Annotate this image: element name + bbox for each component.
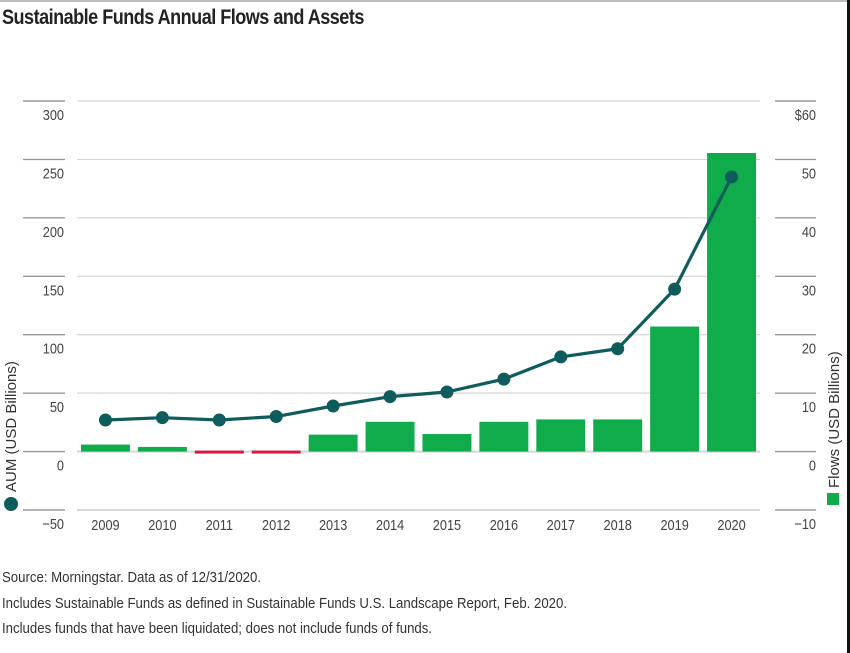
flow-bar-2017: [536, 419, 586, 452]
x-tick-label: 2010: [148, 516, 177, 533]
flows-legend-marker-icon: [827, 493, 839, 505]
flow-bar-2018: [593, 419, 643, 452]
aum-point-2018: [611, 342, 625, 356]
gridlines: [77, 100, 760, 511]
x-tick-label: 2018: [604, 516, 633, 533]
aum-point-2020: [725, 170, 739, 184]
flow-bar-2014: [365, 421, 415, 452]
flow-bar-2010: [137, 446, 187, 452]
x-tick-label: 2014: [376, 516, 405, 533]
right-tick-label: 40: [802, 223, 816, 240]
aum-point-2015: [440, 385, 454, 399]
right-axis-title: Flows (USD Billions): [826, 351, 843, 488]
aum-point-2009: [98, 413, 112, 427]
right-border: [847, 0, 850, 653]
aum-point-2010: [155, 411, 169, 425]
aum-line-series: [98, 170, 739, 427]
left-tick-label: 100: [43, 340, 64, 357]
x-tick-label: 2013: [319, 516, 348, 533]
flow-bar-2020: [707, 153, 757, 452]
x-tick-label: 2020: [717, 516, 746, 533]
left-axis-title: AUM (USD Billions): [3, 361, 20, 492]
aum-line: [105, 176, 733, 422]
left-tick-label: 50: [50, 398, 64, 415]
right-tick-label: −10: [794, 515, 816, 532]
right-tick-label: 30: [802, 281, 816, 298]
footer-source: Source: Morningstar. Data as of 12/31/20…: [2, 569, 262, 586]
aum-point-2017: [554, 350, 568, 364]
left-tick-label: 200: [43, 223, 64, 240]
x-tick-label: 2011: [206, 516, 234, 533]
aum-point-2013: [326, 399, 340, 413]
right-tick-label: 20: [802, 340, 816, 357]
aum-point-2019: [668, 282, 682, 296]
aum-point-2016: [497, 372, 511, 386]
left-tick-label: −50: [42, 515, 64, 532]
flow-bar-2012: [251, 450, 301, 454]
left-tick-label: 150: [43, 281, 64, 298]
right-tick-label: 0: [809, 457, 816, 474]
flows-bars: [80, 153, 757, 454]
x-tick-label: 2009: [91, 516, 120, 533]
x-tick-label: 2015: [433, 516, 462, 533]
right-axis-title-group: Flows (USD Billions): [826, 351, 843, 505]
right-tick-label: 10: [802, 398, 816, 415]
left-tick-label: 300: [43, 106, 64, 123]
left-tick-label: 0: [57, 457, 64, 474]
right-axis-ticks: −10 0 10 20 30 40 50 $60: [775, 100, 816, 532]
x-tick-label: 2019: [660, 516, 689, 533]
flow-bar-2011: [194, 450, 244, 454]
aum-legend-marker-icon: [4, 497, 18, 511]
chart-title: Sustainable Funds Annual Flows and Asset…: [2, 6, 364, 29]
left-axis-ticks: −50 0 50 100 150 200 250 300: [23, 100, 65, 532]
top-border: [0, 0, 850, 2]
x-axis-ticks: 2009 2010 2011 2012 2013 2014 2015 2016 2017 2018…: [91, 516, 746, 533]
aum-point-2012: [269, 410, 283, 424]
left-tick-label: 250: [43, 164, 64, 181]
footer-note-2: Includes funds that have been liquidated…: [2, 620, 433, 637]
right-tick-label: $60: [795, 106, 816, 123]
flow-bar-2016: [479, 421, 529, 452]
x-tick-label: 2012: [262, 516, 291, 533]
aum-point-2011: [212, 413, 226, 427]
flow-bar-2019: [650, 326, 700, 452]
right-tick-label: 50: [802, 164, 816, 181]
footer-note-1: Includes Sustainable Funds as defined in…: [2, 595, 568, 612]
flow-bar-2015: [422, 434, 472, 452]
x-tick-label: 2016: [490, 516, 519, 533]
flow-bar-2013: [308, 434, 358, 452]
aum-point-2014: [383, 390, 397, 404]
x-tick-label: 2017: [547, 516, 576, 533]
flow-bar-2009: [80, 444, 130, 452]
left-axis-title-group: AUM (USD Billions): [3, 361, 20, 511]
